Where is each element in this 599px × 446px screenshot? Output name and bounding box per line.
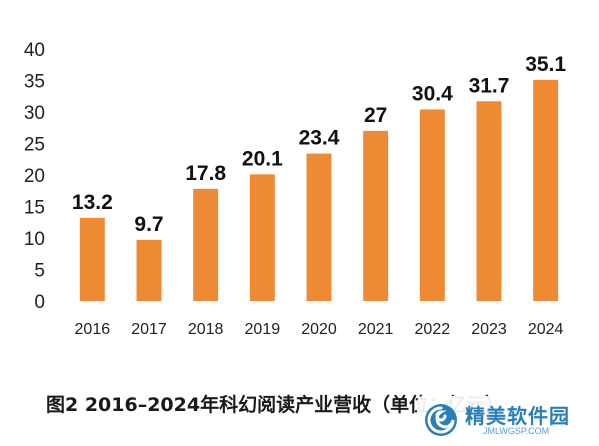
data-label-2016: 13.2: [72, 191, 113, 214]
x-tick-label: 2023: [471, 321, 507, 338]
data-label-2023: 31.7: [469, 74, 510, 97]
bar-2019: [249, 174, 275, 301]
y-tick-label: 25: [24, 135, 45, 156]
x-tick-label: 2017: [131, 321, 167, 338]
bar-2023: [476, 101, 502, 301]
y-tick-label: 5: [34, 261, 45, 282]
bar-2024: [533, 79, 559, 302]
bar-2016: [79, 217, 105, 301]
data-label-2024: 35.1: [525, 53, 566, 76]
bar-2020: [306, 153, 332, 301]
data-labels: 13.2 9.7 17.8 20.1 23.4 27 30.4 31.7 35.1: [72, 53, 567, 236]
data-label-2019: 20.1: [242, 147, 283, 170]
data-label-2018: 17.8: [185, 162, 226, 185]
data-label-2020: 23.4: [299, 127, 340, 150]
bar-2021: [363, 130, 389, 301]
watermark-url: JMLWGSP.COM: [483, 426, 550, 436]
bar-2022: [419, 109, 445, 301]
watermark-title: 精美软件园: [465, 404, 570, 428]
figure-caption: 图2 2016–2024年科幻阅读产业营收（单位：亿元）: [46, 394, 505, 416]
y-tick-label: 10: [24, 229, 45, 250]
y-axis: 0 5 10 15 20 25 30 35 40: [24, 40, 45, 313]
y-tick-label: 40: [24, 40, 45, 61]
watermark: 精美软件园 JMLWGSP.COM: [417, 396, 595, 444]
bar-chart: 0 5 10 15 20 25 30 35 40 13.2 9.7 17.8 20.1 23.4 27 30…: [24, 40, 567, 338]
x-tick-label: 2018: [188, 321, 224, 338]
data-label-2017: 9.7: [134, 213, 163, 236]
y-tick-label: 20: [24, 166, 45, 187]
x-tick-label: 2022: [415, 321, 451, 338]
bars: [79, 79, 559, 302]
bar-2017: [136, 239, 162, 301]
y-tick-label: 0: [34, 292, 45, 313]
bar-2018: [193, 188, 219, 301]
x-tick-label: 2016: [75, 321, 111, 338]
y-tick-label: 35: [24, 72, 45, 93]
x-tick-label: 2019: [245, 321, 281, 338]
x-tick-label: 2021: [358, 321, 394, 338]
y-tick-label: 30: [24, 103, 45, 124]
data-label-2022: 30.4: [412, 82, 453, 105]
y-tick-label: 15: [24, 198, 45, 219]
x-tick-label: 2024: [528, 321, 564, 338]
swirl-logo-icon: [425, 404, 457, 436]
x-axis: 2016 2017 2018 2019 2020 2021 2022 2023 2024: [75, 321, 564, 338]
data-label-2021: 27: [364, 104, 387, 127]
x-tick-label: 2020: [301, 321, 337, 338]
